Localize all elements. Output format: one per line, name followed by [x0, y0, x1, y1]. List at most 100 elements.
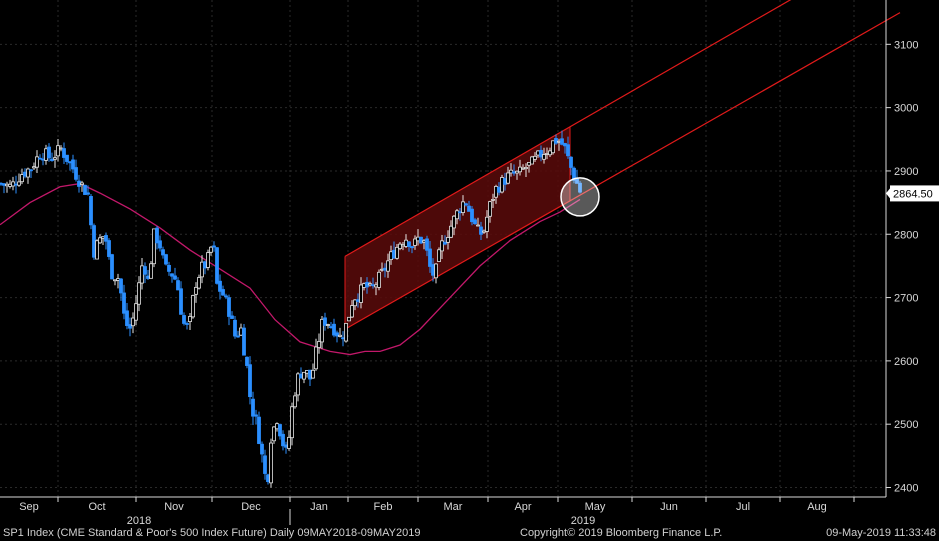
footer-instrument: SP1 Index (CME Standard & Poor's 500 Ind…: [3, 527, 421, 539]
candle-body: [515, 170, 519, 174]
candle-body: [158, 240, 162, 249]
candle-body: [482, 230, 486, 233]
candle-body: [26, 168, 30, 178]
candle-body: [527, 162, 531, 166]
candle-body: [71, 159, 75, 170]
x-tick-label: Feb: [374, 501, 393, 513]
candle-body: [536, 150, 540, 156]
x-tick-label: Sep: [19, 501, 39, 513]
candle-body: [281, 433, 285, 447]
candle-body: [290, 406, 294, 439]
x-tick-label: May: [585, 501, 606, 513]
channel-upper-line: [344, 0, 792, 257]
candle-body: [383, 267, 387, 271]
candle-body: [434, 263, 438, 279]
candle-body: [398, 243, 402, 250]
candle-body: [401, 244, 405, 247]
candle-body: [98, 237, 102, 244]
candle-body: [314, 346, 318, 370]
x-tick-label: Jun: [660, 501, 678, 513]
candle-body: [278, 424, 282, 437]
candle-body: [467, 205, 471, 212]
candle-body: [419, 236, 423, 244]
candle-body: [107, 240, 111, 257]
candle-body: [347, 316, 351, 322]
candle-body: [140, 265, 144, 284]
candle-body: [461, 201, 465, 213]
candle-body: [350, 305, 354, 318]
last-price-layer: 2864.50: [886, 185, 939, 202]
candle-body: [296, 373, 300, 396]
candle-body: [236, 335, 240, 338]
candle-body: [458, 211, 462, 214]
candle-body: [161, 249, 165, 256]
candle-body: [413, 238, 417, 246]
candle-body: [533, 155, 537, 160]
candle-body: [38, 157, 42, 160]
candle-body: [245, 356, 249, 366]
candle-body: [29, 169, 33, 172]
candle-body: [470, 208, 474, 223]
candle-body: [248, 364, 252, 398]
candle-body: [218, 280, 222, 292]
candle-body: [572, 167, 576, 181]
candle-body: [77, 180, 81, 187]
candle-body: [62, 148, 66, 158]
candle-body: [275, 423, 279, 430]
candle-body: [83, 184, 87, 195]
candle-body: [476, 224, 480, 227]
candle-body: [353, 299, 357, 307]
candles-layer: [0, 130, 582, 488]
candle-body: [113, 279, 117, 282]
candle-body: [125, 310, 129, 326]
candle-body: [569, 156, 573, 168]
candle-body: [329, 326, 333, 328]
candle-body: [233, 319, 237, 337]
candle-body: [410, 246, 414, 249]
x-tick-label: Aug: [807, 501, 827, 513]
last-price-arrow: [886, 188, 890, 199]
candle-body: [167, 264, 171, 272]
candle-body: [302, 371, 306, 380]
candle-body: [548, 150, 552, 156]
candle-body: [332, 323, 336, 336]
x-tick-label: Oct: [88, 501, 105, 513]
candle-body: [59, 147, 63, 150]
candle-body: [431, 264, 435, 276]
candle-body: [473, 219, 477, 225]
candle-body: [8, 183, 12, 187]
candle-body: [521, 167, 525, 170]
candle-body: [344, 322, 348, 342]
candle-body: [422, 240, 426, 243]
highlight-layer: [560, 177, 600, 217]
x-tick-label: Jan: [310, 501, 328, 513]
candle-body: [35, 156, 39, 168]
candle-body: [92, 225, 96, 258]
candle-body: [260, 443, 264, 455]
candle-body: [137, 282, 141, 305]
candle-body: [443, 241, 447, 245]
candle-body: [374, 284, 378, 288]
candle-body: [230, 315, 234, 319]
candle-body: [503, 178, 507, 185]
candle-body: [89, 196, 93, 226]
candle-body: [269, 442, 273, 484]
candle-body: [119, 278, 123, 294]
candle-body: [326, 324, 330, 326]
candle-body: [239, 327, 243, 336]
candle-body: [299, 373, 303, 379]
y-tick-label: 2500: [894, 419, 918, 431]
candle-body: [440, 240, 444, 252]
regression-channel: [344, 0, 901, 330]
candle-body: [86, 192, 90, 195]
candle-body: [179, 288, 183, 315]
candle-body: [5, 183, 9, 187]
candle-body: [152, 228, 156, 265]
candle-body: [101, 236, 105, 239]
candle-body: [341, 337, 345, 340]
candle-body: [365, 281, 369, 288]
candle-body: [11, 181, 15, 187]
candle-body: [149, 263, 153, 279]
channel-shade: [345, 126, 570, 330]
candle-body: [464, 203, 468, 206]
